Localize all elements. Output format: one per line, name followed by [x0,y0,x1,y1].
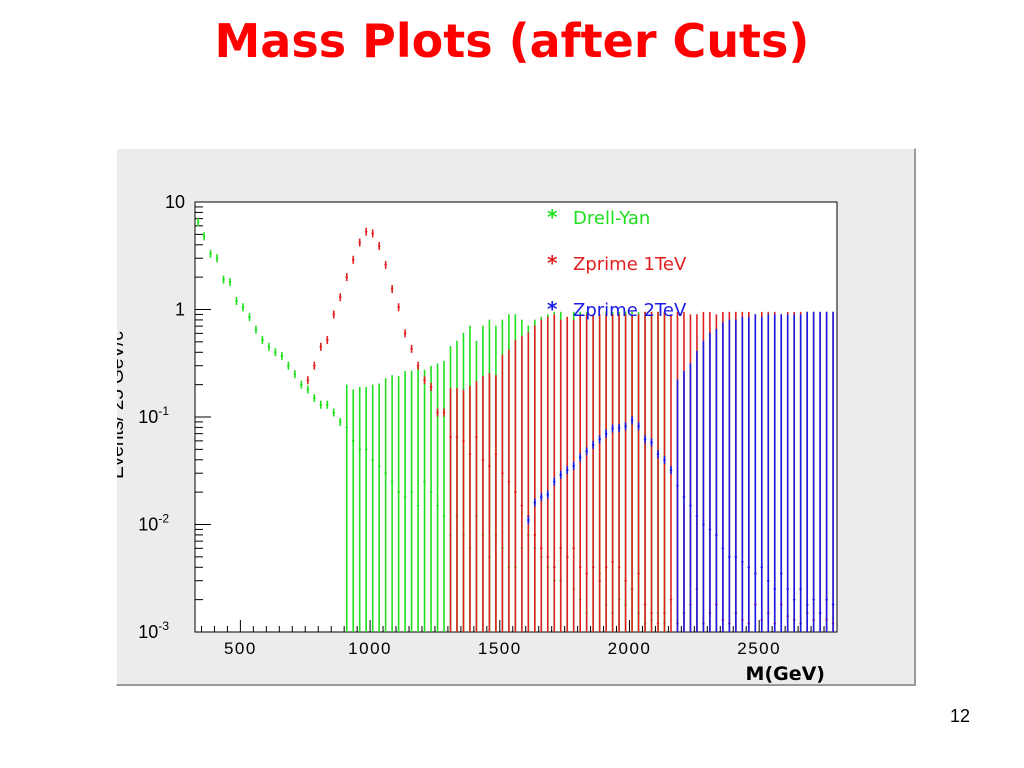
y-axis-label: Events/ 25 GeV/c [117,331,128,479]
axis-ticks: 500 1000 1500 2000 2500 10 1 10-1 10-2 10-3 [138,192,838,658]
x-tick-label: 2000 [608,639,652,658]
legend-marker: * [547,251,558,275]
legend-label: Drell-Yan [573,208,650,229]
x-axis-label: M(GeV) [746,663,825,685]
data-series [197,218,835,632]
y-tick-label: 10-2 [138,512,169,535]
x-tick-label: 1000 [348,639,392,658]
legend-label: Zprime 1TeV [573,254,687,275]
series-zprime-2tev [527,311,835,632]
page-number: 12 [949,706,970,726]
y-tick-label: 10 [165,192,185,212]
mass-plot-svg: 500 1000 1500 2000 2500 10 1 10-1 10-2 10-3 * Drel… [117,192,838,685]
y-tick-label: 1 [175,300,185,320]
x-tick-label: 2500 [737,639,781,658]
y-tick-label: 10-3 [138,619,169,642]
y-tick-label: 10-1 [138,404,169,427]
legend: * Drell-Yan * Zprime 1TeV * Zprime 2TeV [547,205,687,321]
x-tick-label: 500 [224,639,257,658]
legend-label: Zprime 2TeV [573,300,687,321]
legend-marker: * [547,297,558,321]
x-tick-label: 1500 [478,639,522,658]
slide-title: Mass Plots (after Cuts) [214,14,810,68]
plot-canvas: 500 1000 1500 2000 2500 10 1 10-1 10-2 10-3 * Drel… [116,148,916,686]
legend-marker: * [547,205,558,229]
